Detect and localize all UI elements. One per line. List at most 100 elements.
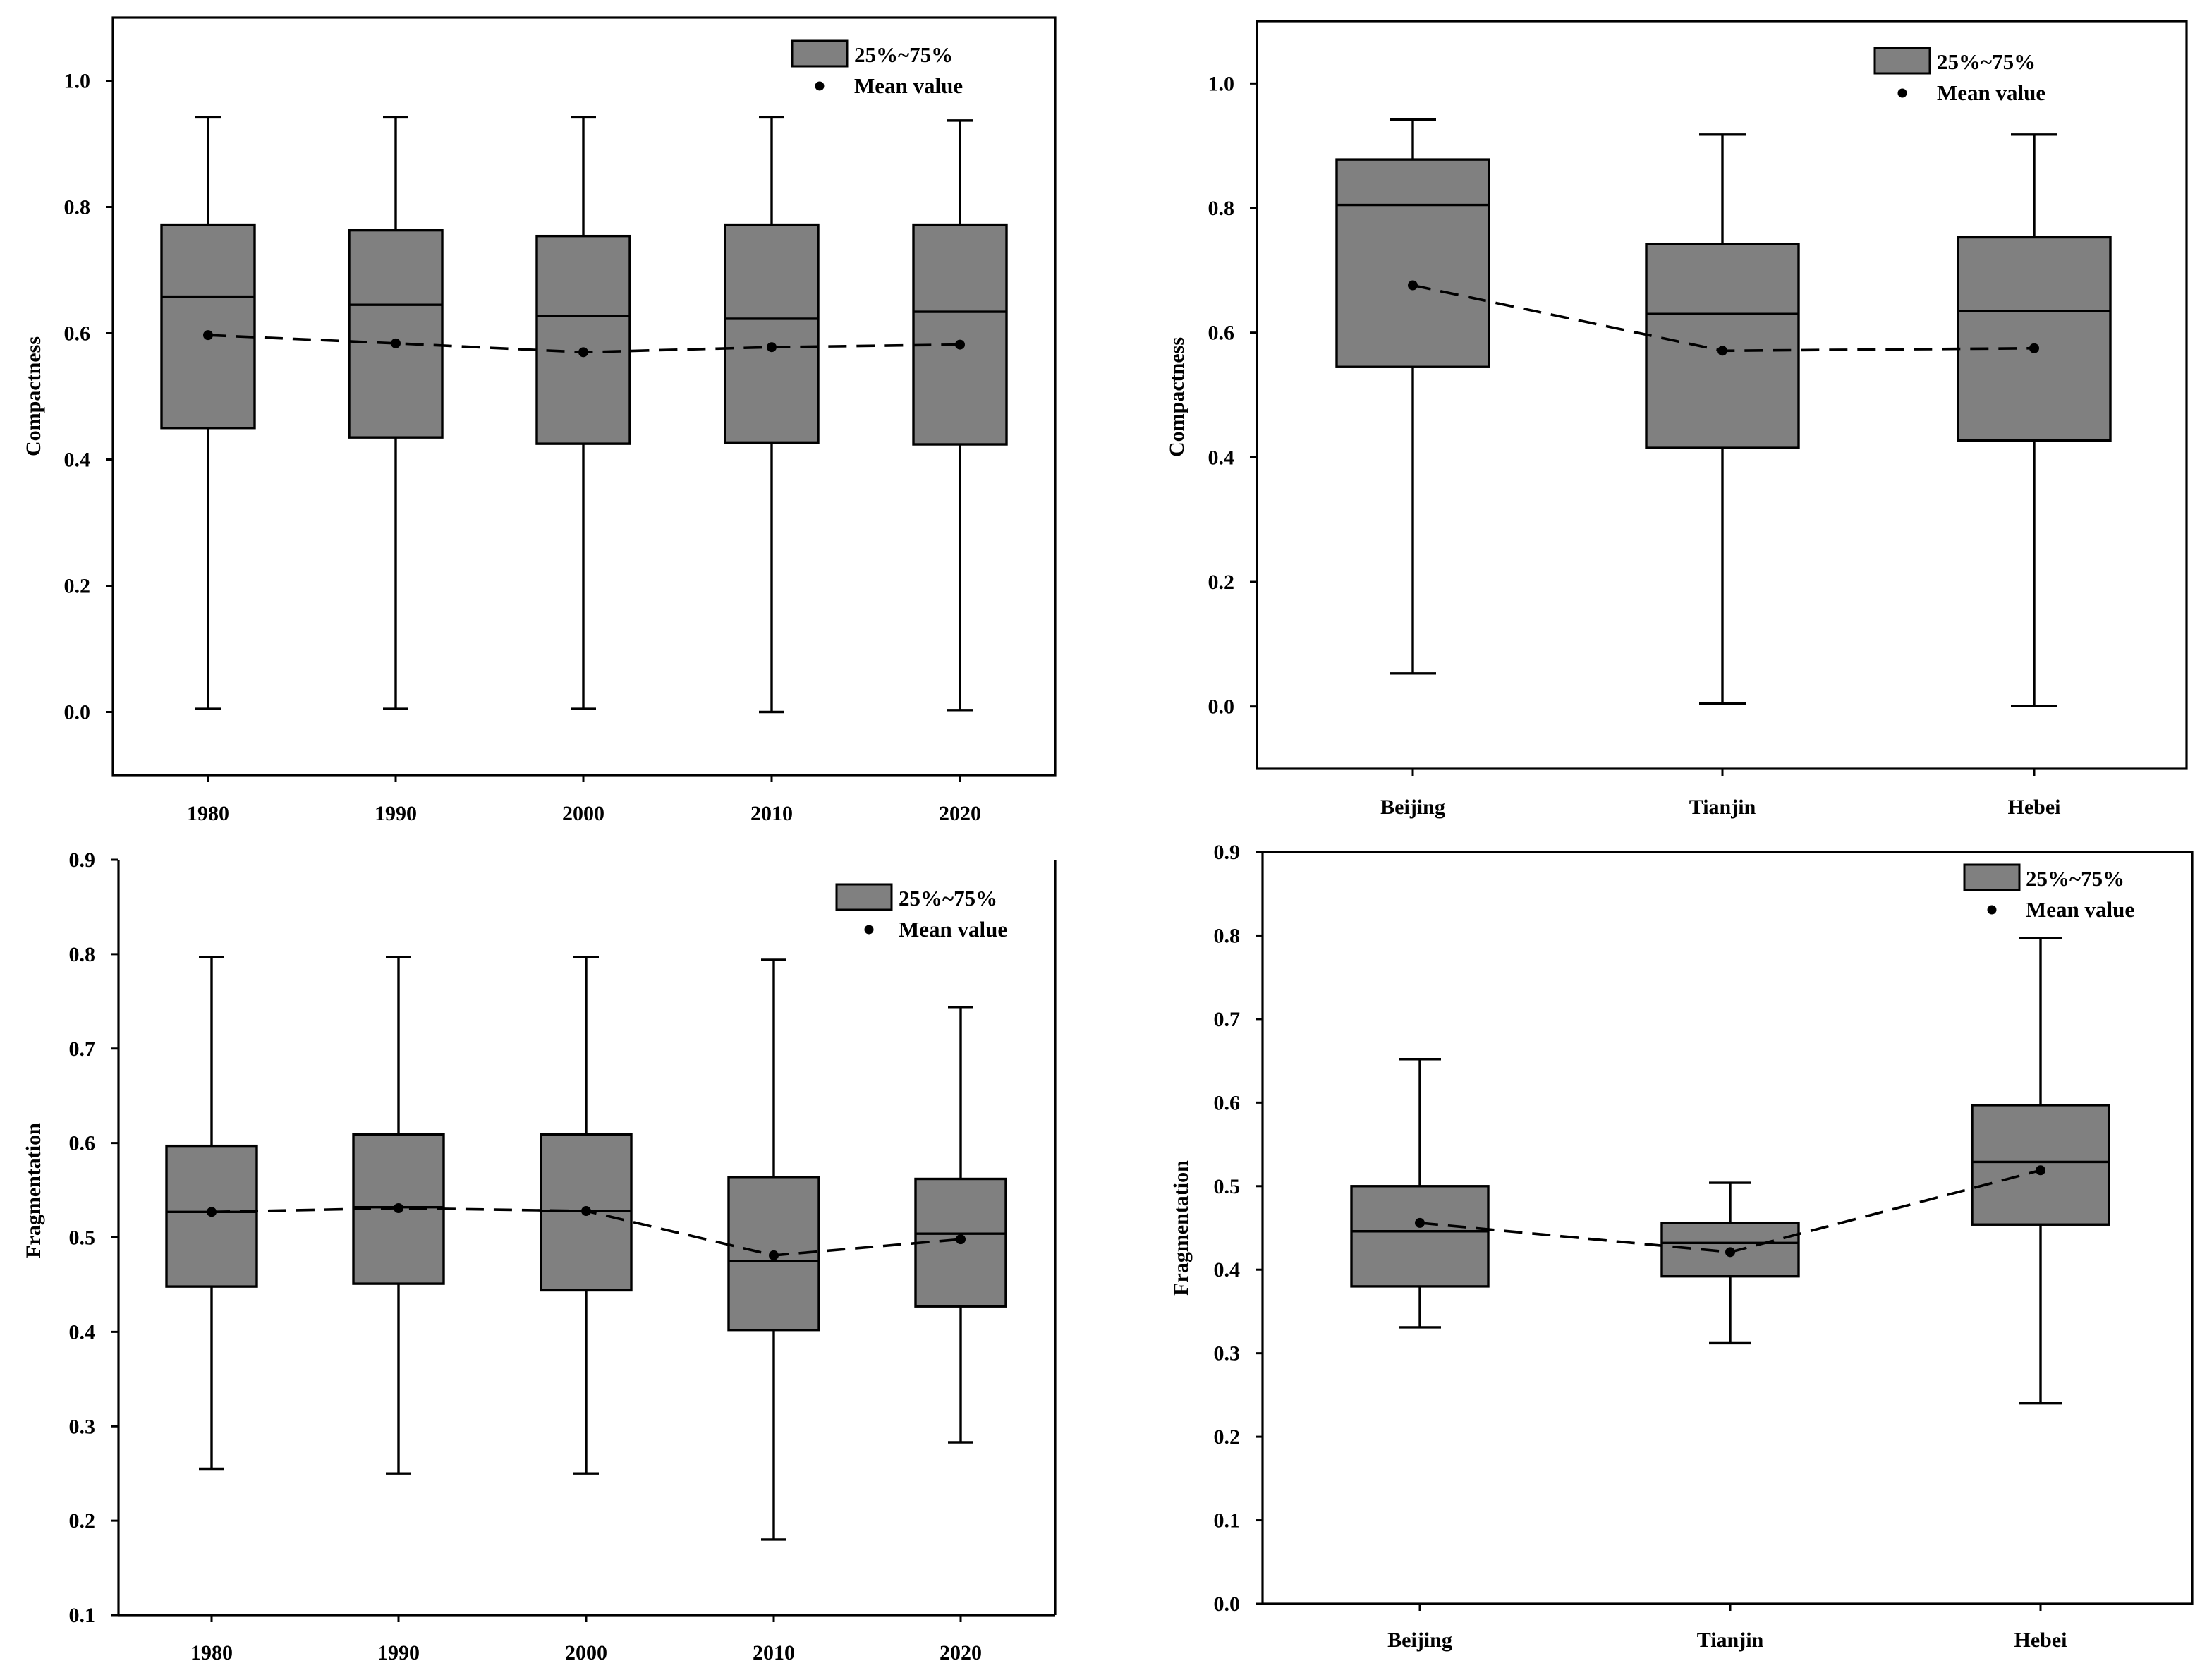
- y-axis-title: Fragmentation: [22, 1123, 45, 1258]
- mean-point: [581, 1206, 591, 1217]
- y-tick-label: 0.6: [1214, 1091, 1241, 1114]
- y-tick-label: 0.4: [1208, 446, 1235, 469]
- x-tick-label: Hebei: [2008, 796, 2061, 819]
- x-tick-label: 1990: [377, 1641, 420, 1664]
- y-axis-title: Fragmentation: [1169, 1160, 1193, 1296]
- y-tick-label: 0.4: [69, 1320, 96, 1344]
- plot-content: 0.0 0.1 0.2 0.3 0.4 0.5 0.6 0.7 0.8 0.9 Beijing Tia…: [1214, 841, 2110, 1652]
- box-1990: [348, 116, 444, 710]
- y-axis-title: Compactness: [1165, 337, 1188, 457]
- x-tick-label: 1990: [375, 802, 417, 825]
- y-tick-label: 0.5: [69, 1226, 96, 1250]
- x-tick-label: 2000: [565, 1641, 607, 1664]
- y-tick-label: 0.8: [1214, 924, 1241, 947]
- legend-mean-label: Mean value: [2026, 897, 2134, 922]
- y-tick-label: 0.4: [1214, 1258, 1241, 1282]
- mean-point: [207, 1207, 217, 1217]
- box-2010: [724, 116, 820, 714]
- y-tick-label: 0.2: [1208, 571, 1235, 594]
- y-tick-label: 0.8: [64, 196, 91, 219]
- y-tick-label: 0.5: [1214, 1175, 1241, 1198]
- iqr-box: [1350, 1185, 1490, 1288]
- box-2020: [914, 1006, 1007, 1444]
- legend-mean-label: Mean value: [854, 73, 963, 98]
- mean-point: [394, 1203, 403, 1213]
- legend-mean-dot: [864, 925, 874, 935]
- y-tick-label: 0.3: [69, 1415, 96, 1438]
- x-tick-label: Beijing: [1387, 1629, 1452, 1652]
- iqr-box: [1335, 158, 1490, 368]
- legend-box-swatch: [1873, 47, 1931, 75]
- y-tick-label: 0.1: [1214, 1509, 1241, 1533]
- legend: 25%~75% Mean value: [835, 883, 1007, 942]
- iqr-box: [160, 223, 256, 430]
- y-tick-label: 0.0: [64, 701, 91, 724]
- fragmentation-by-region-panel: 0.0 0.1 0.2 0.3 0.4 0.5 0.6 0.7 0.8 0.9 Beijing Tia…: [1169, 841, 2194, 1652]
- x-tick-label: 1980: [190, 1641, 233, 1664]
- y-tick-label: 0.8: [69, 943, 96, 966]
- legend-mean-label: Mean value: [899, 917, 1007, 942]
- box-Hebei: [1971, 937, 2110, 1405]
- mean-point: [1408, 280, 1418, 291]
- legend-mean-dot: [815, 81, 825, 91]
- compactness-by-region-panel: 0.0 0.2 0.4 0.6 0.8 1.0 Beijing Tianjin Hebei Co…: [1165, 20, 2188, 819]
- y-tick-label: 0.7: [1214, 1008, 1241, 1031]
- plot-content: 0.1 0.2 0.3 0.4 0.5 0.6 0.7 0.8 0.9 1980 1990 2000 2…: [69, 848, 1007, 1664]
- legend: 25%~75% Mean value: [1873, 47, 2045, 105]
- y-tick-label: 0.3: [1214, 1342, 1241, 1365]
- legend: 25%~75% Mean value: [1963, 863, 2134, 922]
- box-Tianjin: [1645, 133, 1800, 705]
- box-Beijing: [1350, 1058, 1490, 1329]
- iqr-box: [348, 229, 444, 439]
- y-tick-label: 0.2: [1214, 1425, 1241, 1449]
- iqr-box: [535, 234, 631, 445]
- box-2010: [727, 958, 820, 1541]
- mean-point: [1717, 346, 1727, 356]
- x-tick-label: Tianjin: [1697, 1629, 1764, 1652]
- legend-box-label: 25%~75%: [1937, 49, 2036, 74]
- y-tick-label: 0.2: [69, 1509, 96, 1533]
- y-axis-title: Compactness: [22, 336, 45, 456]
- legend-box-label: 25%~75%: [2026, 866, 2124, 891]
- x-tick-label: 2020: [940, 1641, 982, 1664]
- x-tick-label: 2010: [753, 1641, 795, 1664]
- legend-mean-dot: [1897, 88, 1907, 98]
- x-tick-label: Beijing: [1380, 796, 1445, 819]
- plot-content: 0.0 0.2 0.4 0.6 0.8 1.0 Beijing Tianjin Hebei: [1208, 72, 2112, 819]
- legend-box-label: 25%~75%: [899, 886, 997, 911]
- y-tick-label: 0.8: [1208, 197, 1235, 220]
- box-Hebei: [1957, 133, 2112, 707]
- y-tick-label: 1.0: [1208, 72, 1235, 95]
- y-tick-label: 0.4: [64, 449, 91, 472]
- fragmentation-by-year-panel: 0.1 0.2 0.3 0.4 0.5 0.6 0.7 0.8 0.9 1980 1990 2000 2…: [22, 848, 1057, 1664]
- y-tick-label: 0.6: [64, 322, 91, 346]
- y-tick-label: 0.7: [69, 1037, 96, 1061]
- x-tick-label: 2000: [562, 802, 604, 825]
- box-Tianjin: [1660, 1181, 1800, 1345]
- legend-box-label: 25%~75%: [854, 42, 953, 67]
- box-2000: [535, 116, 631, 710]
- y-tick-label: 0.2: [64, 575, 91, 598]
- mean-point: [955, 339, 965, 350]
- y-tick-label: 0.1: [69, 1604, 96, 1627]
- x-tick-label: Tianjin: [1689, 796, 1756, 819]
- plot-content: 0.0 0.2 0.4 0.6 0.8 1.0 1980 1990 2000 2010 2020: [64, 70, 1008, 825]
- compactness-by-year-panel: 0.0 0.2 0.4 0.6 0.8 1.0 1980 1990 2000 2010 2020 C…: [22, 16, 1057, 825]
- box-2020: [912, 119, 1008, 712]
- y-tick-label: 0.9: [69, 848, 96, 872]
- x-tick-label: Hebei: [2014, 1629, 2067, 1652]
- iqr-box: [912, 223, 1008, 446]
- x-tick-label: 1980: [187, 802, 229, 825]
- mean-point: [391, 338, 401, 348]
- legend-mean-label: Mean value: [1937, 80, 2045, 105]
- box-Beijing: [1335, 118, 1490, 675]
- plot-frame: [1261, 851, 2194, 1605]
- y-tick-label: 1.0: [64, 70, 91, 93]
- x-tick-label: 2010: [750, 802, 793, 825]
- mean-point: [1415, 1217, 1425, 1228]
- y-tick-label: 0.6: [1208, 322, 1235, 345]
- iqr-box: [724, 223, 820, 444]
- mean-point: [767, 342, 777, 353]
- mean-point: [2036, 1165, 2045, 1176]
- iqr-box: [1971, 1104, 2110, 1226]
